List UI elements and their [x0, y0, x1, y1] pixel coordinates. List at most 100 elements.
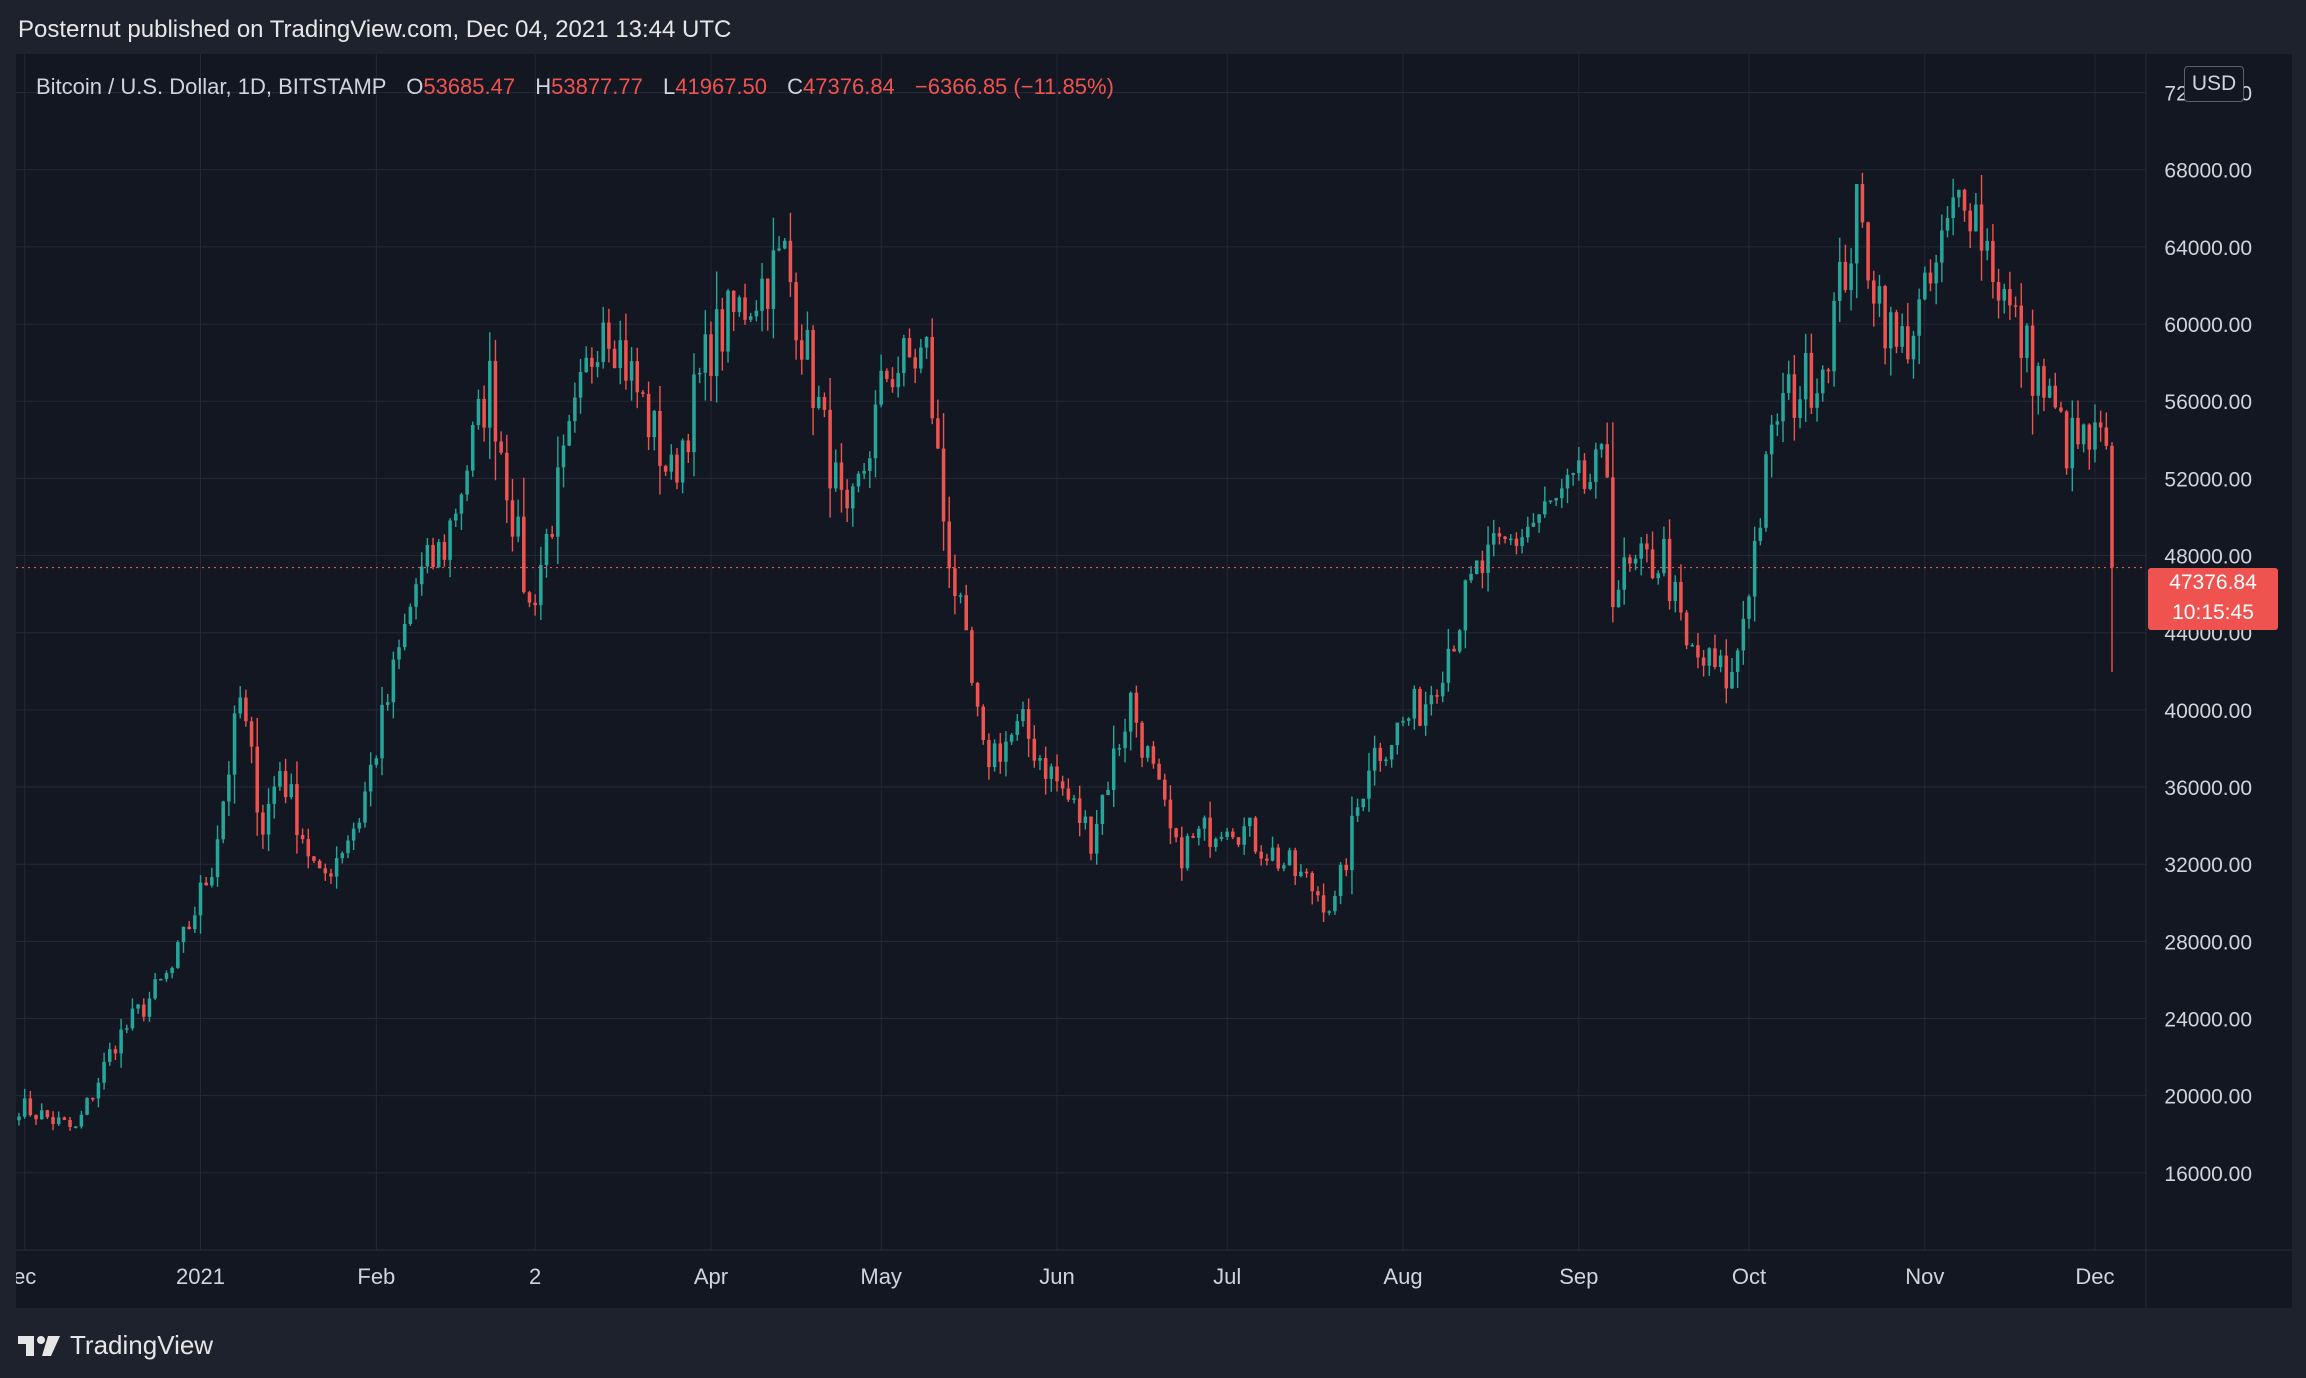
candle-body: [1747, 596, 1751, 619]
candle-body: [1038, 758, 1042, 761]
candle-body: [1843, 261, 1848, 291]
time-axis-label: Sep: [1559, 1264, 1598, 1289]
candle-body: [1185, 835, 1190, 869]
candle-body: [782, 240, 787, 249]
candle-body: [227, 774, 231, 802]
candle-body: [1480, 560, 1485, 573]
candle-body: [1860, 184, 1865, 223]
candle-body: [79, 1114, 84, 1127]
candle-body: [181, 926, 186, 943]
candle-body: [953, 568, 957, 596]
candle-body: [601, 322, 605, 363]
candle-body: [1094, 824, 1099, 854]
candle-body: [1571, 473, 1575, 475]
candle-body: [635, 361, 640, 393]
candle-body: [1718, 655, 1723, 667]
time-axis-label: Oct: [1732, 1264, 1766, 1289]
candle-body: [317, 860, 322, 869]
candle-body: [278, 771, 282, 787]
candle-body: [198, 882, 203, 916]
candle-body: [431, 544, 435, 568]
candle-body: [1543, 501, 1547, 515]
price-axis-label: 64000.00: [2164, 237, 2252, 260]
candle-body: [1236, 837, 1241, 845]
candle-body: [1940, 230, 1944, 263]
candle-body: [1979, 204, 1984, 251]
candle-body: [408, 606, 413, 624]
tradingview-brand[interactable]: TradingView: [18, 1330, 213, 1361]
candle-body: [1463, 580, 1468, 631]
candle-body: [414, 584, 418, 607]
candle-body: [1673, 581, 1678, 602]
candle-body: [1554, 498, 1558, 501]
candle-body: [1503, 536, 1507, 539]
candle-body: [471, 425, 475, 471]
candle-body: [907, 338, 912, 358]
candle-body: [1560, 488, 1564, 499]
candle-body: [1934, 262, 1938, 284]
candle-body: [1917, 299, 1921, 336]
candle-body: [125, 1028, 129, 1030]
candle-body: [340, 853, 345, 859]
candle-body: [1242, 826, 1246, 845]
candle-body: [1066, 788, 1071, 800]
candle-body: [624, 340, 628, 381]
candlestick-chart[interactable]: 16000.00 20000.00 24000.00 28000.00 32000.00…: [16, 54, 2292, 1308]
candle-body: [550, 533, 554, 537]
candle-body: [1106, 789, 1110, 795]
candle-body: [1974, 204, 1978, 232]
candle-body: [1520, 537, 1524, 546]
candle-body: [2081, 424, 2086, 445]
candle-body: [482, 398, 486, 428]
candle-body: [1883, 286, 1887, 349]
high-label: H: [535, 74, 552, 99]
candle-body: [1032, 738, 1037, 761]
candle-body: [1469, 573, 1473, 581]
candle-body: [1293, 850, 1297, 877]
candle-body: [1423, 704, 1428, 726]
candle-body: [402, 623, 407, 648]
candle-body: [1049, 766, 1054, 779]
candle-body: [1906, 326, 1910, 360]
candle-body: [879, 370, 883, 405]
candle-body: [2013, 305, 2018, 307]
price-axis-label: 52000.00: [2164, 468, 2252, 491]
open-value: 53685.47: [423, 74, 516, 99]
candle-body: [1605, 444, 1609, 478]
candle-body: [1043, 758, 1048, 779]
candle-body: [771, 250, 776, 309]
ohlc-legend: Bitcoin / U.S. Dollar, 1D, BITSTAMP O536…: [36, 74, 1114, 100]
candle-body: [1497, 533, 1502, 537]
candle-body: [1769, 424, 1774, 455]
candle-body: [459, 494, 464, 514]
candle-body: [1781, 393, 1785, 422]
candle-body: [777, 248, 781, 251]
candle-body: [2008, 289, 2012, 306]
candle-body: [2110, 445, 2114, 568]
candle-body: [2019, 305, 2024, 358]
candle-body: [2076, 417, 2080, 445]
price-axis-label: 16000.00: [2164, 1163, 2252, 1186]
candle-body: [726, 290, 730, 352]
candle-body: [1361, 798, 1366, 808]
currency-badge[interactable]: USD: [2184, 66, 2244, 102]
candle-body: [1724, 655, 1729, 689]
candle-body: [142, 1004, 146, 1017]
candle-body: [323, 868, 328, 874]
chart-area[interactable]: 16000.00 20000.00 24000.00 28000.00 32000.00…: [16, 54, 2292, 1308]
candle-body: [1565, 474, 1570, 489]
candle-body: [380, 704, 384, 759]
candle-body: [1872, 280, 1876, 304]
candle-body: [1355, 807, 1360, 816]
candle-body: [39, 1110, 44, 1120]
candle-body: [62, 1117, 67, 1120]
time-axis-label: 2: [529, 1264, 541, 1289]
candle-body: [595, 362, 600, 367]
candle-body: [119, 1029, 123, 1054]
candle-body: [1962, 189, 1967, 211]
candle-body: [970, 630, 974, 683]
publish-line: Posternut published on TradingView.com, …: [18, 16, 732, 43]
candle-body: [1526, 526, 1530, 538]
candle-body: [817, 397, 821, 409]
candle-body: [1820, 369, 1825, 394]
